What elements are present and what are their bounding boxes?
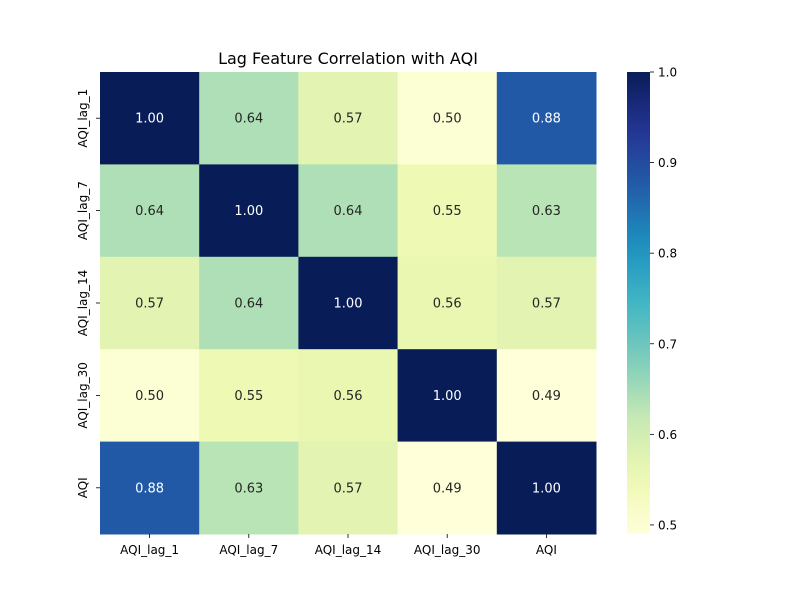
colorbar-tick-label: 0.9 — [658, 156, 677, 170]
heatmap-cell — [298, 72, 399, 165]
colorbar: 0.5 0.6 0.7 0.8 0.9 1.0 — [627, 66, 677, 534]
cell-value-label: 0.64 — [334, 204, 363, 219]
heatmap-cell — [397, 164, 498, 258]
cell-value-label: 0.50 — [433, 112, 462, 127]
cell-value-label: 0.64 — [234, 112, 263, 127]
x-tick-label: AQI_lag_1 — [120, 543, 179, 557]
heatmap-cell — [298, 256, 399, 350]
heatmap-cell — [100, 256, 200, 350]
heatmap-cell — [100, 164, 200, 258]
cell-value-label: 0.56 — [433, 297, 462, 312]
cell-value-label: 0.64 — [234, 297, 263, 312]
cell-value-label: 0.56 — [334, 389, 363, 404]
heatmap-cell — [100, 441, 200, 535]
heatmap-cells: 1.00 0.64 0.57 0.50 0.88 0.64 1.00 0.64 0.55 0.63… — [100, 72, 597, 535]
cell-value-label: 0.55 — [433, 204, 462, 219]
heatmap-cell — [397, 441, 498, 535]
y-tick-label: AQI — [76, 477, 90, 498]
heatmap-cell — [496, 349, 597, 443]
heatmap-cell — [496, 441, 597, 535]
cell-value-label: 1.00 — [234, 204, 263, 219]
colorbar-tick-label: 0.6 — [658, 428, 677, 442]
chart-title: Lag Feature Correlation with AQI — [218, 49, 478, 68]
heatmap-cell — [100, 349, 200, 443]
heatmap-cell — [199, 441, 299, 535]
colorbar-tick-label: 1.0 — [658, 66, 677, 80]
heatmap-cell — [397, 349, 498, 443]
cell-value-label: 0.57 — [532, 297, 561, 312]
colorbar-tick-label: 0.8 — [658, 247, 677, 261]
y-tick-label: AQI_lag_1 — [76, 89, 90, 148]
heatmap-cell — [298, 164, 399, 258]
cell-value-label: 0.57 — [135, 297, 164, 312]
heatmap-cell — [298, 441, 399, 535]
y-axis-ticks: AQI_lag_1 AQI_lag_7 AQI_lag_14 AQI_lag_30 AQ… — [76, 89, 100, 498]
cell-value-label: 0.63 — [532, 204, 561, 219]
x-tick-label: AQI — [536, 543, 557, 557]
cell-value-label: 1.00 — [135, 112, 164, 127]
cell-value-label: 0.88 — [532, 112, 561, 127]
heatmap-cell — [496, 256, 597, 350]
heatmap-cell — [199, 164, 299, 258]
heatmap-cell — [397, 72, 498, 165]
cell-value-label: 1.00 — [532, 481, 561, 496]
x-tick-label: AQI_lag_7 — [219, 543, 278, 557]
heatmap-cell — [199, 256, 299, 350]
heatmap-cell — [100, 72, 200, 165]
cell-value-label: 0.88 — [135, 481, 164, 496]
cell-value-label: 0.55 — [234, 389, 263, 404]
cell-value-label: 0.57 — [334, 112, 363, 127]
cell-value-label: 0.49 — [532, 389, 561, 404]
cell-value-label: 0.63 — [234, 481, 263, 496]
x-axis-ticks: AQI_lag_1 AQI_lag_7 AQI_lag_14 AQI_lag_30 AQ… — [120, 534, 557, 557]
cell-value-label: 0.50 — [135, 389, 164, 404]
heatmap-cell — [298, 349, 399, 443]
y-tick-label: AQI_lag_7 — [76, 181, 90, 240]
x-tick-label: AQI_lag_14 — [315, 543, 382, 557]
cell-value-label: 0.57 — [334, 481, 363, 496]
heatmap-cell — [496, 72, 597, 165]
cell-value-label: 0.49 — [433, 481, 462, 496]
heatmap-cell — [199, 349, 299, 443]
x-tick-label: AQI_lag_30 — [414, 543, 481, 557]
colorbar-tick-label: 0.5 — [658, 518, 677, 532]
colorbar-gradient — [627, 72, 650, 534]
heatmap-cell — [199, 72, 299, 165]
cell-value-label: 1.00 — [433, 389, 462, 404]
colorbar-tick-label: 0.7 — [658, 337, 677, 351]
heatmap-cell — [397, 256, 498, 350]
y-tick-label: AQI_lag_14 — [76, 270, 90, 337]
cell-value-label: 0.64 — [135, 204, 164, 219]
heatmap-cell — [496, 164, 597, 258]
cell-value-label: 1.00 — [334, 297, 363, 312]
y-tick-label: AQI_lag_30 — [76, 362, 90, 429]
